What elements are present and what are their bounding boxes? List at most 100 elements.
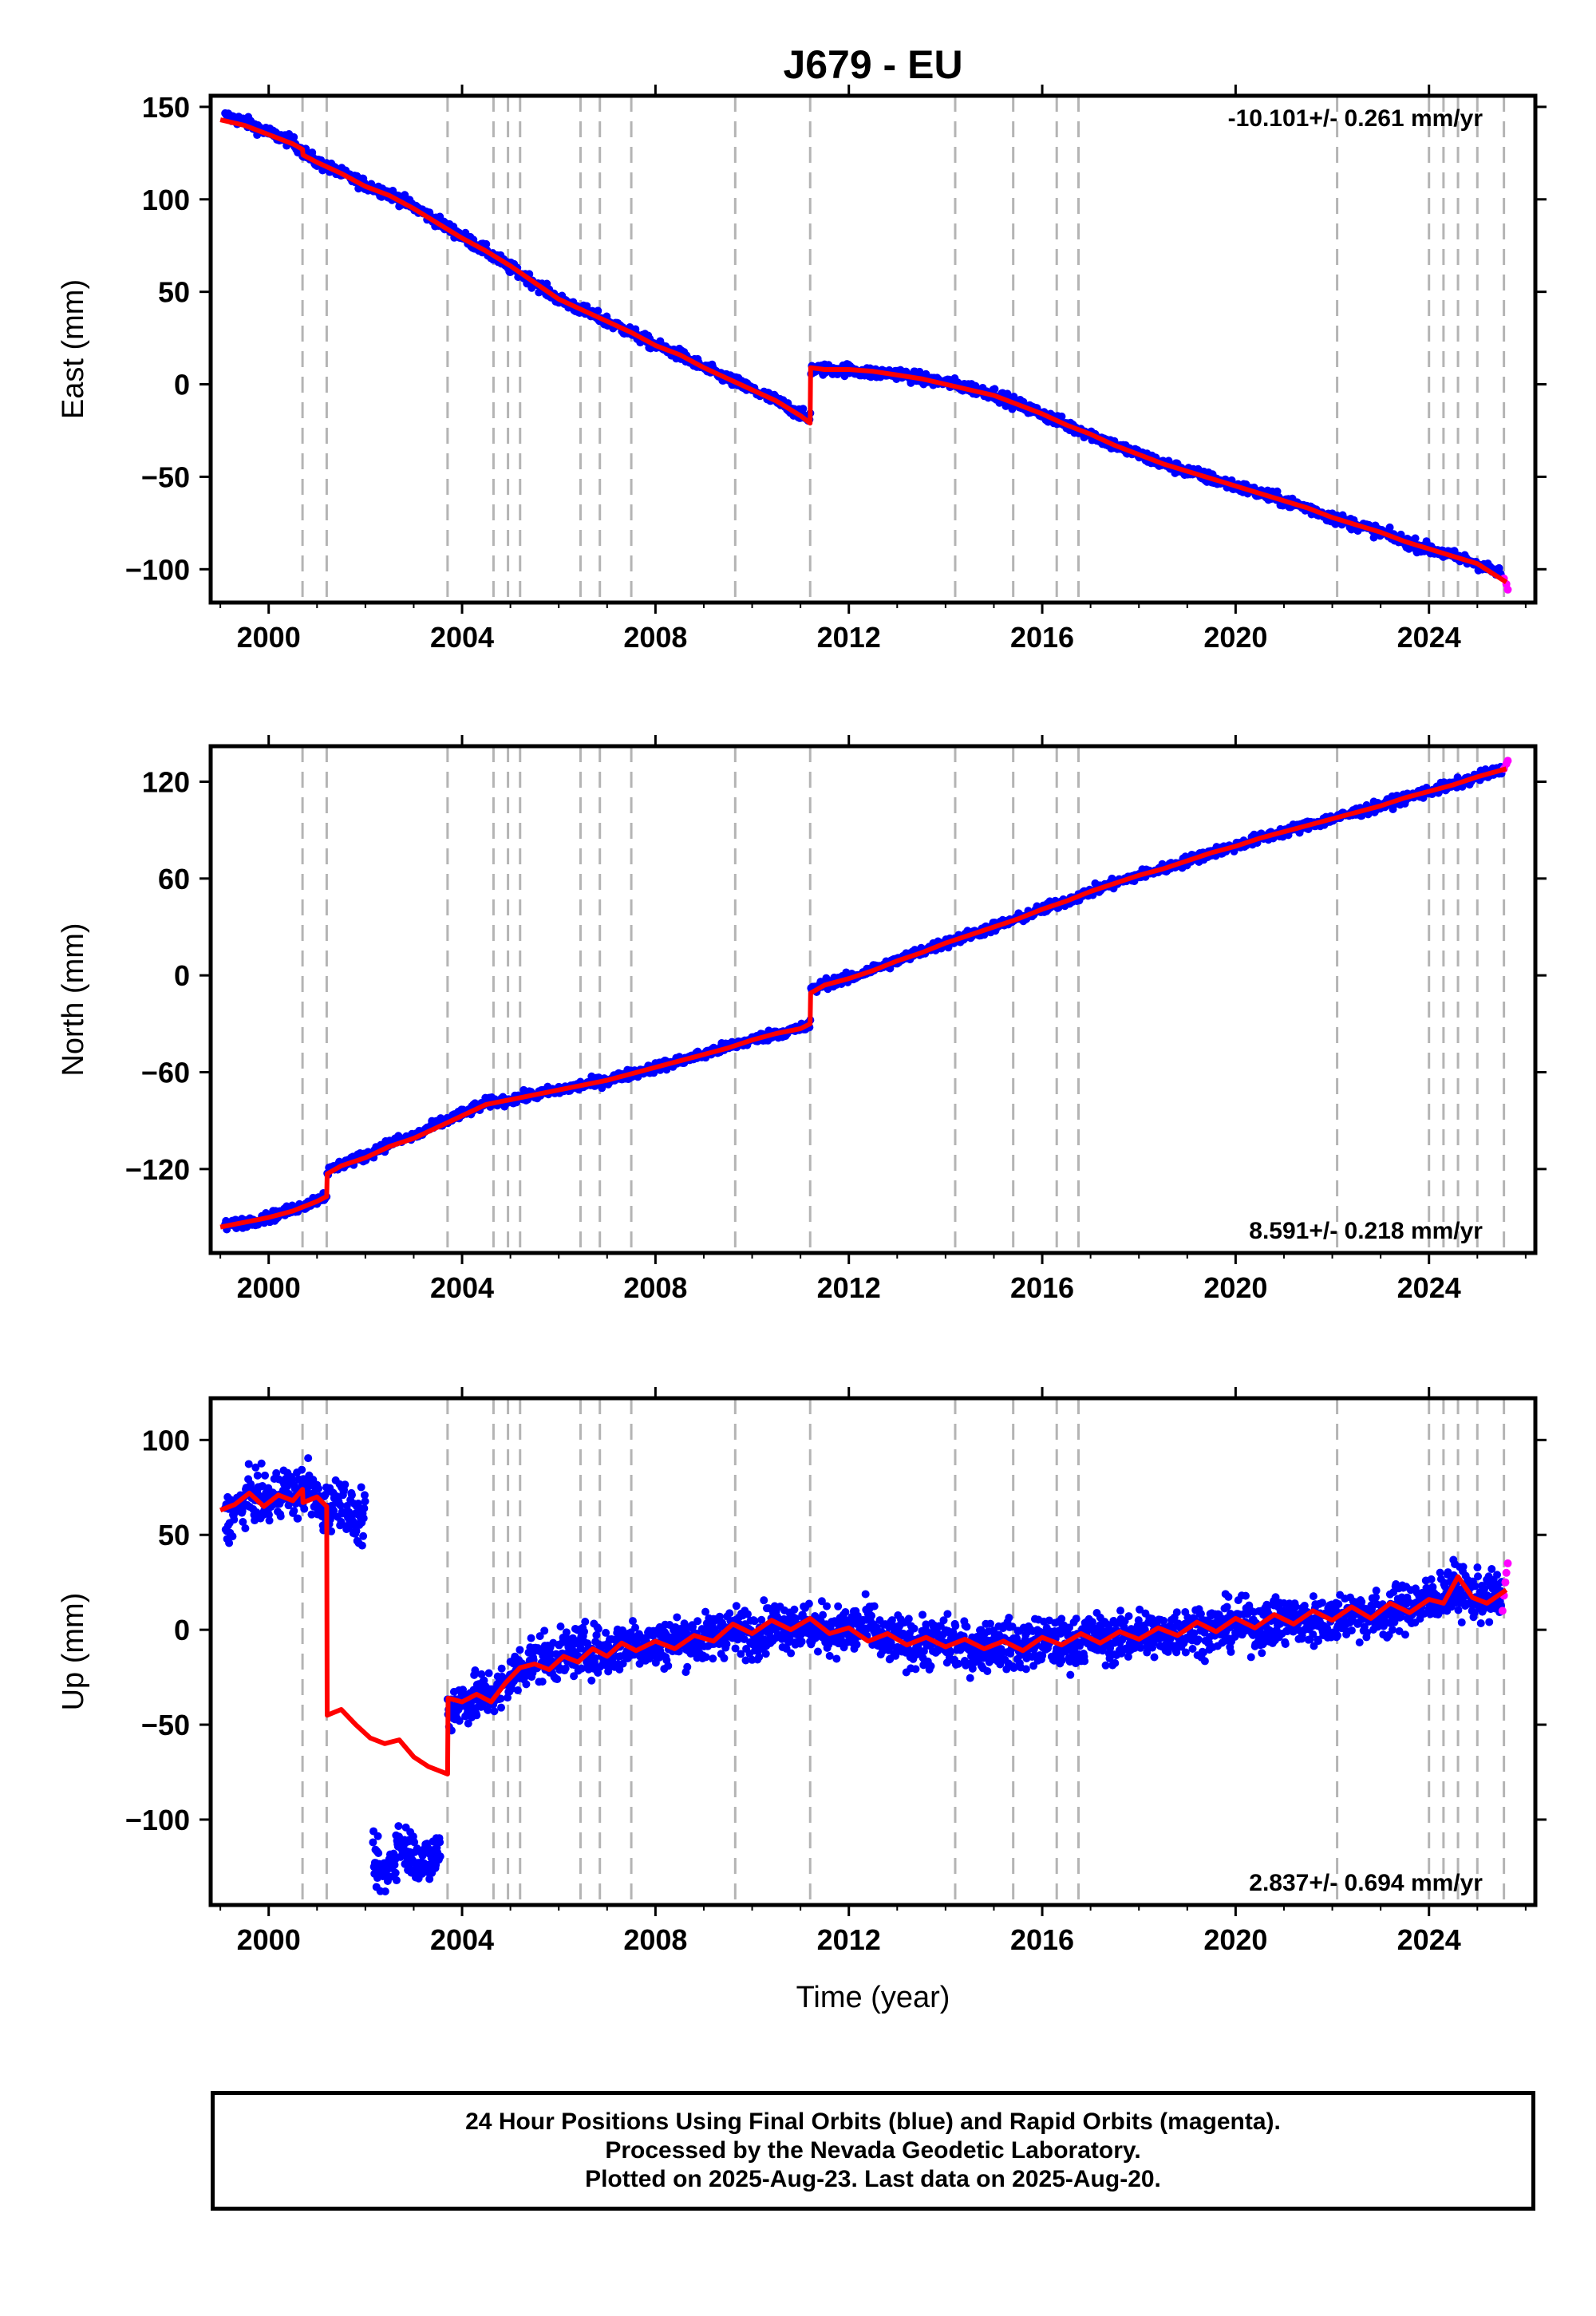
data-point bbox=[799, 405, 808, 413]
data-point bbox=[583, 1639, 592, 1648]
data-point bbox=[374, 1849, 383, 1858]
data-point bbox=[918, 1611, 927, 1619]
data-point bbox=[298, 1465, 306, 1474]
y-tick-label: −60 bbox=[141, 1057, 190, 1089]
data-point bbox=[587, 1676, 596, 1685]
data-point bbox=[357, 1483, 365, 1492]
data-point bbox=[472, 1711, 481, 1720]
data-point bbox=[253, 1471, 262, 1480]
data-point bbox=[631, 1623, 640, 1632]
data-point bbox=[891, 1651, 900, 1660]
x-tick-label: 2004 bbox=[430, 621, 494, 654]
y-tick-label: 60 bbox=[158, 863, 190, 895]
data-point bbox=[314, 1484, 323, 1493]
data-point bbox=[307, 1510, 316, 1519]
data-point bbox=[359, 1531, 368, 1540]
data-point bbox=[951, 1622, 960, 1630]
data-point bbox=[358, 1541, 366, 1550]
panel-1: 2000 2004 2008 2012 2016 2020 2024−120−6006012… bbox=[57, 735, 1547, 1304]
data-point bbox=[330, 1507, 338, 1516]
data-point bbox=[946, 1648, 955, 1657]
data-point bbox=[910, 1624, 918, 1633]
data-point bbox=[327, 1527, 336, 1535]
data-point bbox=[1503, 585, 1512, 594]
data-point bbox=[347, 1491, 356, 1500]
x-tick-label: 2016 bbox=[1010, 1271, 1074, 1304]
data-point bbox=[819, 1611, 828, 1619]
data-point bbox=[251, 1463, 260, 1472]
x-tick-label: 2012 bbox=[817, 621, 881, 654]
x-tick-label: 2020 bbox=[1203, 1271, 1267, 1304]
data-point bbox=[731, 1644, 740, 1653]
data-point bbox=[750, 1617, 759, 1626]
plot-frame bbox=[208, 93, 1538, 605]
data-point bbox=[239, 1517, 247, 1526]
data-point bbox=[968, 1664, 977, 1673]
panel-0: 2000 2004 2008 2012 2016 2020 2024−100−5005010… bbox=[57, 85, 1547, 654]
x-tick-label: 2008 bbox=[623, 621, 687, 654]
data-point bbox=[732, 1602, 741, 1611]
data-point bbox=[570, 1672, 579, 1681]
data-point bbox=[394, 1822, 403, 1831]
data-point bbox=[290, 132, 298, 141]
panel-2: 2000 2004 2008 2012 2016 2020 2024−100−5005010… bbox=[57, 1387, 1547, 2014]
data-point bbox=[556, 1622, 565, 1631]
panels: 2000 2004 2008 2012 2016 2020 2024−100−5005010… bbox=[57, 85, 1547, 2014]
data-point bbox=[683, 1662, 692, 1671]
data-point bbox=[522, 1680, 531, 1689]
data-point bbox=[720, 1654, 729, 1662]
data-point bbox=[294, 1514, 302, 1523]
data-point bbox=[244, 1460, 253, 1468]
data-point bbox=[497, 1703, 506, 1712]
data-point bbox=[257, 1459, 266, 1468]
series-points-0 bbox=[221, 1454, 1506, 1895]
data-point bbox=[300, 1504, 309, 1513]
x-tick-label: 2012 bbox=[817, 1271, 881, 1304]
data-point bbox=[990, 385, 999, 393]
data-point bbox=[535, 1632, 544, 1641]
x-tick-label: 2000 bbox=[237, 1271, 301, 1304]
data-point bbox=[760, 1596, 768, 1605]
y-tick-label: 0 bbox=[174, 959, 190, 992]
data-point bbox=[615, 1665, 624, 1674]
x-tick-label: 2020 bbox=[1203, 621, 1267, 654]
data-point bbox=[790, 1605, 799, 1614]
data-point bbox=[349, 1516, 358, 1525]
y-tick-label: 150 bbox=[142, 91, 190, 124]
data-point bbox=[381, 1887, 389, 1895]
x-tick-label: 2016 bbox=[1010, 621, 1074, 654]
data-point bbox=[391, 1868, 400, 1877]
data-point bbox=[701, 1653, 710, 1662]
rate-label: -10.101+/- 0.261 mm/yr bbox=[1228, 105, 1483, 132]
data-point bbox=[360, 1504, 369, 1512]
x-tick-label: 2004 bbox=[430, 1271, 494, 1304]
data-point bbox=[954, 1659, 962, 1668]
data-point bbox=[484, 1669, 493, 1678]
data-point bbox=[261, 1471, 270, 1480]
data-point bbox=[813, 1647, 822, 1656]
y-tick-label: 100 bbox=[142, 184, 190, 216]
data-point bbox=[241, 1524, 250, 1532]
data-point bbox=[887, 1616, 896, 1625]
data-point bbox=[602, 1628, 610, 1637]
y-tick-label: 0 bbox=[174, 369, 190, 401]
data-point bbox=[911, 1665, 920, 1674]
data-point bbox=[689, 1622, 697, 1631]
data-point bbox=[737, 1650, 745, 1658]
data-point bbox=[740, 1634, 749, 1643]
data-point bbox=[594, 1624, 602, 1633]
data-point bbox=[436, 1838, 444, 1847]
data-point bbox=[576, 1644, 585, 1653]
data-point bbox=[792, 1614, 800, 1622]
x-tick-label: 2024 bbox=[1397, 621, 1461, 654]
data-point bbox=[966, 1674, 974, 1682]
data-point bbox=[497, 1664, 506, 1673]
y-tick-label: −120 bbox=[125, 1153, 190, 1186]
data-point bbox=[516, 1646, 524, 1654]
y-tick-label: −50 bbox=[141, 460, 190, 493]
data-point bbox=[436, 1852, 444, 1861]
data-point bbox=[1005, 1614, 1013, 1622]
data-point bbox=[832, 1654, 841, 1663]
data-point bbox=[359, 1514, 368, 1523]
